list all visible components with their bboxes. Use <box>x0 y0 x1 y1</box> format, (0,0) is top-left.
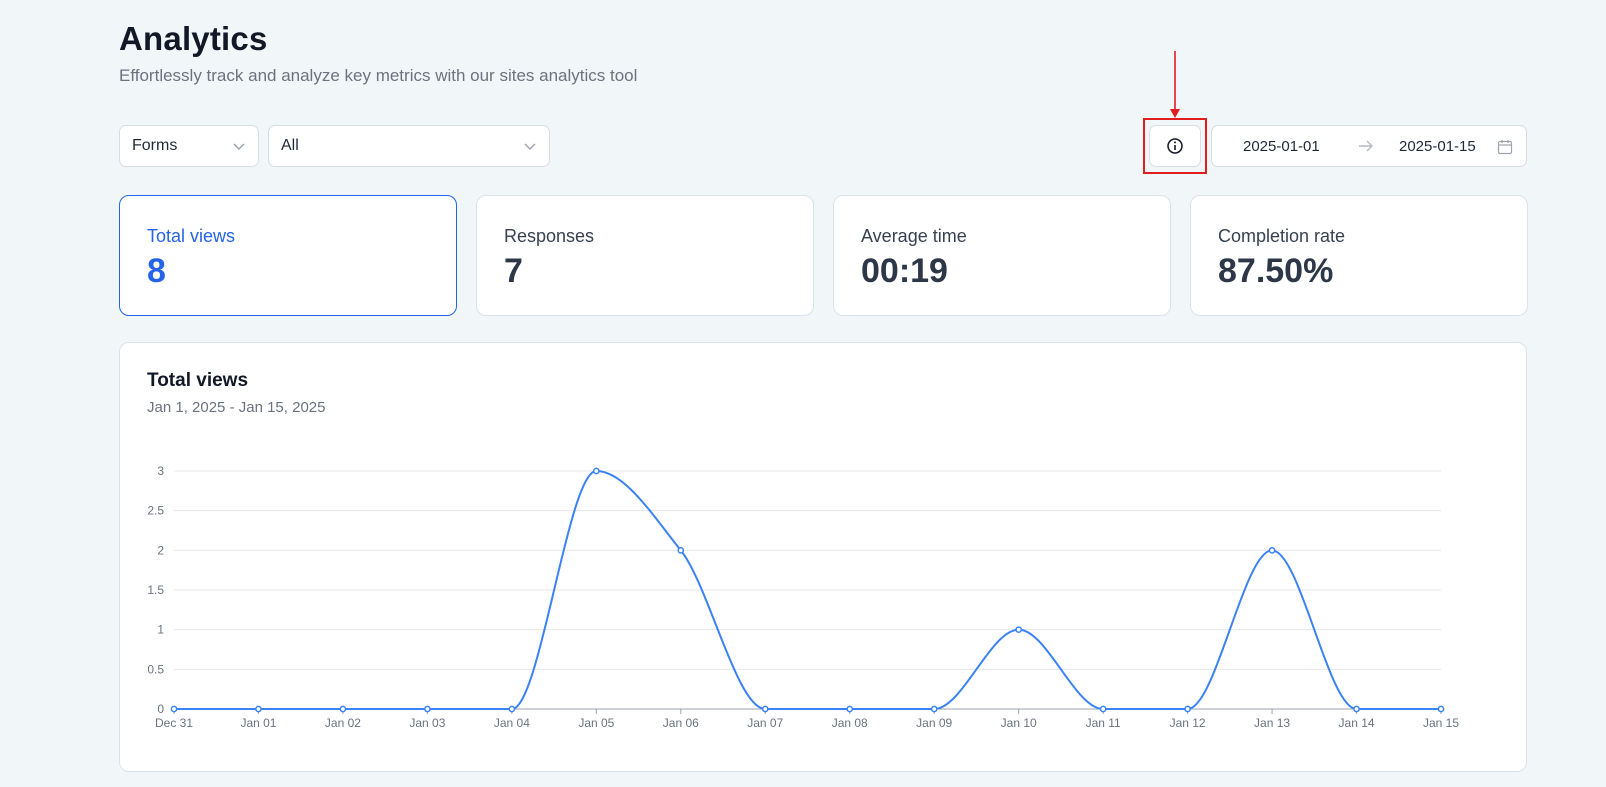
x-tick-label: Jan 12 <box>1170 716 1206 730</box>
arrow-right-icon <box>1358 139 1374 157</box>
y-tick-label: 1.5 <box>147 583 164 597</box>
x-tick-label: Dec 31 <box>155 716 193 730</box>
data-point <box>1268 546 1276 554</box>
x-tick-label: Jan 11 <box>1086 716 1121 730</box>
type-select-value: Forms <box>132 137 178 154</box>
y-tick-label: 3 <box>157 464 164 478</box>
x-tick-label: Jan 07 <box>747 716 783 730</box>
form-select-value: All <box>281 137 299 154</box>
total-views-chart-card: Total views Jan 1, 2025 - Jan 15, 2025 0… <box>119 342 1527 772</box>
data-point <box>846 705 854 713</box>
data-point <box>677 546 685 554</box>
chart-title: Total views <box>147 370 249 391</box>
data-point <box>761 705 769 713</box>
y-tick-label: 0 <box>157 702 164 716</box>
stat-label: Total views <box>147 226 236 246</box>
date-start-input[interactable]: 2025-01-01 <box>1243 138 1320 155</box>
data-point <box>1184 705 1191 713</box>
stat-card-responses[interactable]: Responses 7 <box>476 195 814 316</box>
x-tick-label: Jan 10 <box>1001 716 1037 730</box>
data-point <box>424 705 431 713</box>
y-tick-label: 2 <box>157 543 164 557</box>
info-circle-icon <box>1167 138 1183 154</box>
stat-card-average-time[interactable]: Average time 00:19 <box>833 195 1171 316</box>
x-tick-label: Jan 15 <box>1423 716 1459 730</box>
date-end-input[interactable]: 2025-01-15 <box>1399 138 1476 155</box>
stat-value: 8 <box>147 252 166 290</box>
stat-label: Completion rate <box>1218 226 1346 246</box>
x-tick-label: Jan 03 <box>409 716 445 730</box>
data-point <box>170 705 178 713</box>
y-tick-label: 1 <box>157 623 164 637</box>
chevron-down-icon <box>233 143 245 150</box>
stat-card-total-views[interactable]: Total views 8 <box>119 195 457 316</box>
stat-label: Average time <box>861 226 967 246</box>
data-point <box>1353 705 1360 713</box>
type-select[interactable]: Forms <box>119 125 259 167</box>
calendar-icon[interactable] <box>1497 139 1513 159</box>
data-point <box>930 705 938 713</box>
line-chart[interactable]: 0 0.5 1 1.5 2 2.5 3 Dec 31 Jan 01 Jan 02 Jan 03 Jan… <box>120 343 1526 771</box>
x-tick-label: Jan 05 <box>578 716 614 730</box>
stat-value: 00:19 <box>861 252 948 290</box>
date-range-picker[interactable]: 2025-01-01 2025-01-15 <box>1211 125 1527 167</box>
stat-value: 7 <box>504 252 523 290</box>
x-tick-label: Jan 01 <box>240 716 276 730</box>
page-subtitle: Effortlessly track and analyze key metri… <box>119 66 638 85</box>
x-tick-label: Jan 02 <box>325 716 361 730</box>
stat-card-completion-rate[interactable]: Completion rate 87.50% <box>1190 195 1528 316</box>
data-point <box>1015 626 1023 634</box>
x-tick-label: Jan 09 <box>916 716 952 730</box>
stat-value: 87.50% <box>1218 252 1334 290</box>
data-point <box>1437 705 1445 713</box>
x-tick-label: Jan 13 <box>1254 716 1290 730</box>
info-button[interactable] <box>1149 125 1201 167</box>
chart-subtitle: Jan 1, 2025 - Jan 15, 2025 <box>147 399 326 416</box>
x-tick-label: Jan 14 <box>1339 716 1375 730</box>
y-tick-label: 2.5 <box>147 504 164 518</box>
annotation-arrow <box>1170 51 1180 118</box>
data-point <box>508 705 516 713</box>
page-title: Analytics <box>119 20 268 57</box>
x-tick-label: Jan 06 <box>663 716 699 730</box>
stat-label: Responses <box>504 226 595 246</box>
chevron-down-icon <box>524 143 536 150</box>
data-point <box>339 705 347 713</box>
y-tick-label: 0.5 <box>147 662 164 676</box>
data-point <box>592 467 600 475</box>
form-select[interactable]: All <box>268 125 550 167</box>
data-point <box>255 705 262 713</box>
data-point <box>1099 705 1107 713</box>
x-tick-label: Jan 04 <box>494 716 530 730</box>
x-tick-label: Jan 08 <box>832 716 868 730</box>
